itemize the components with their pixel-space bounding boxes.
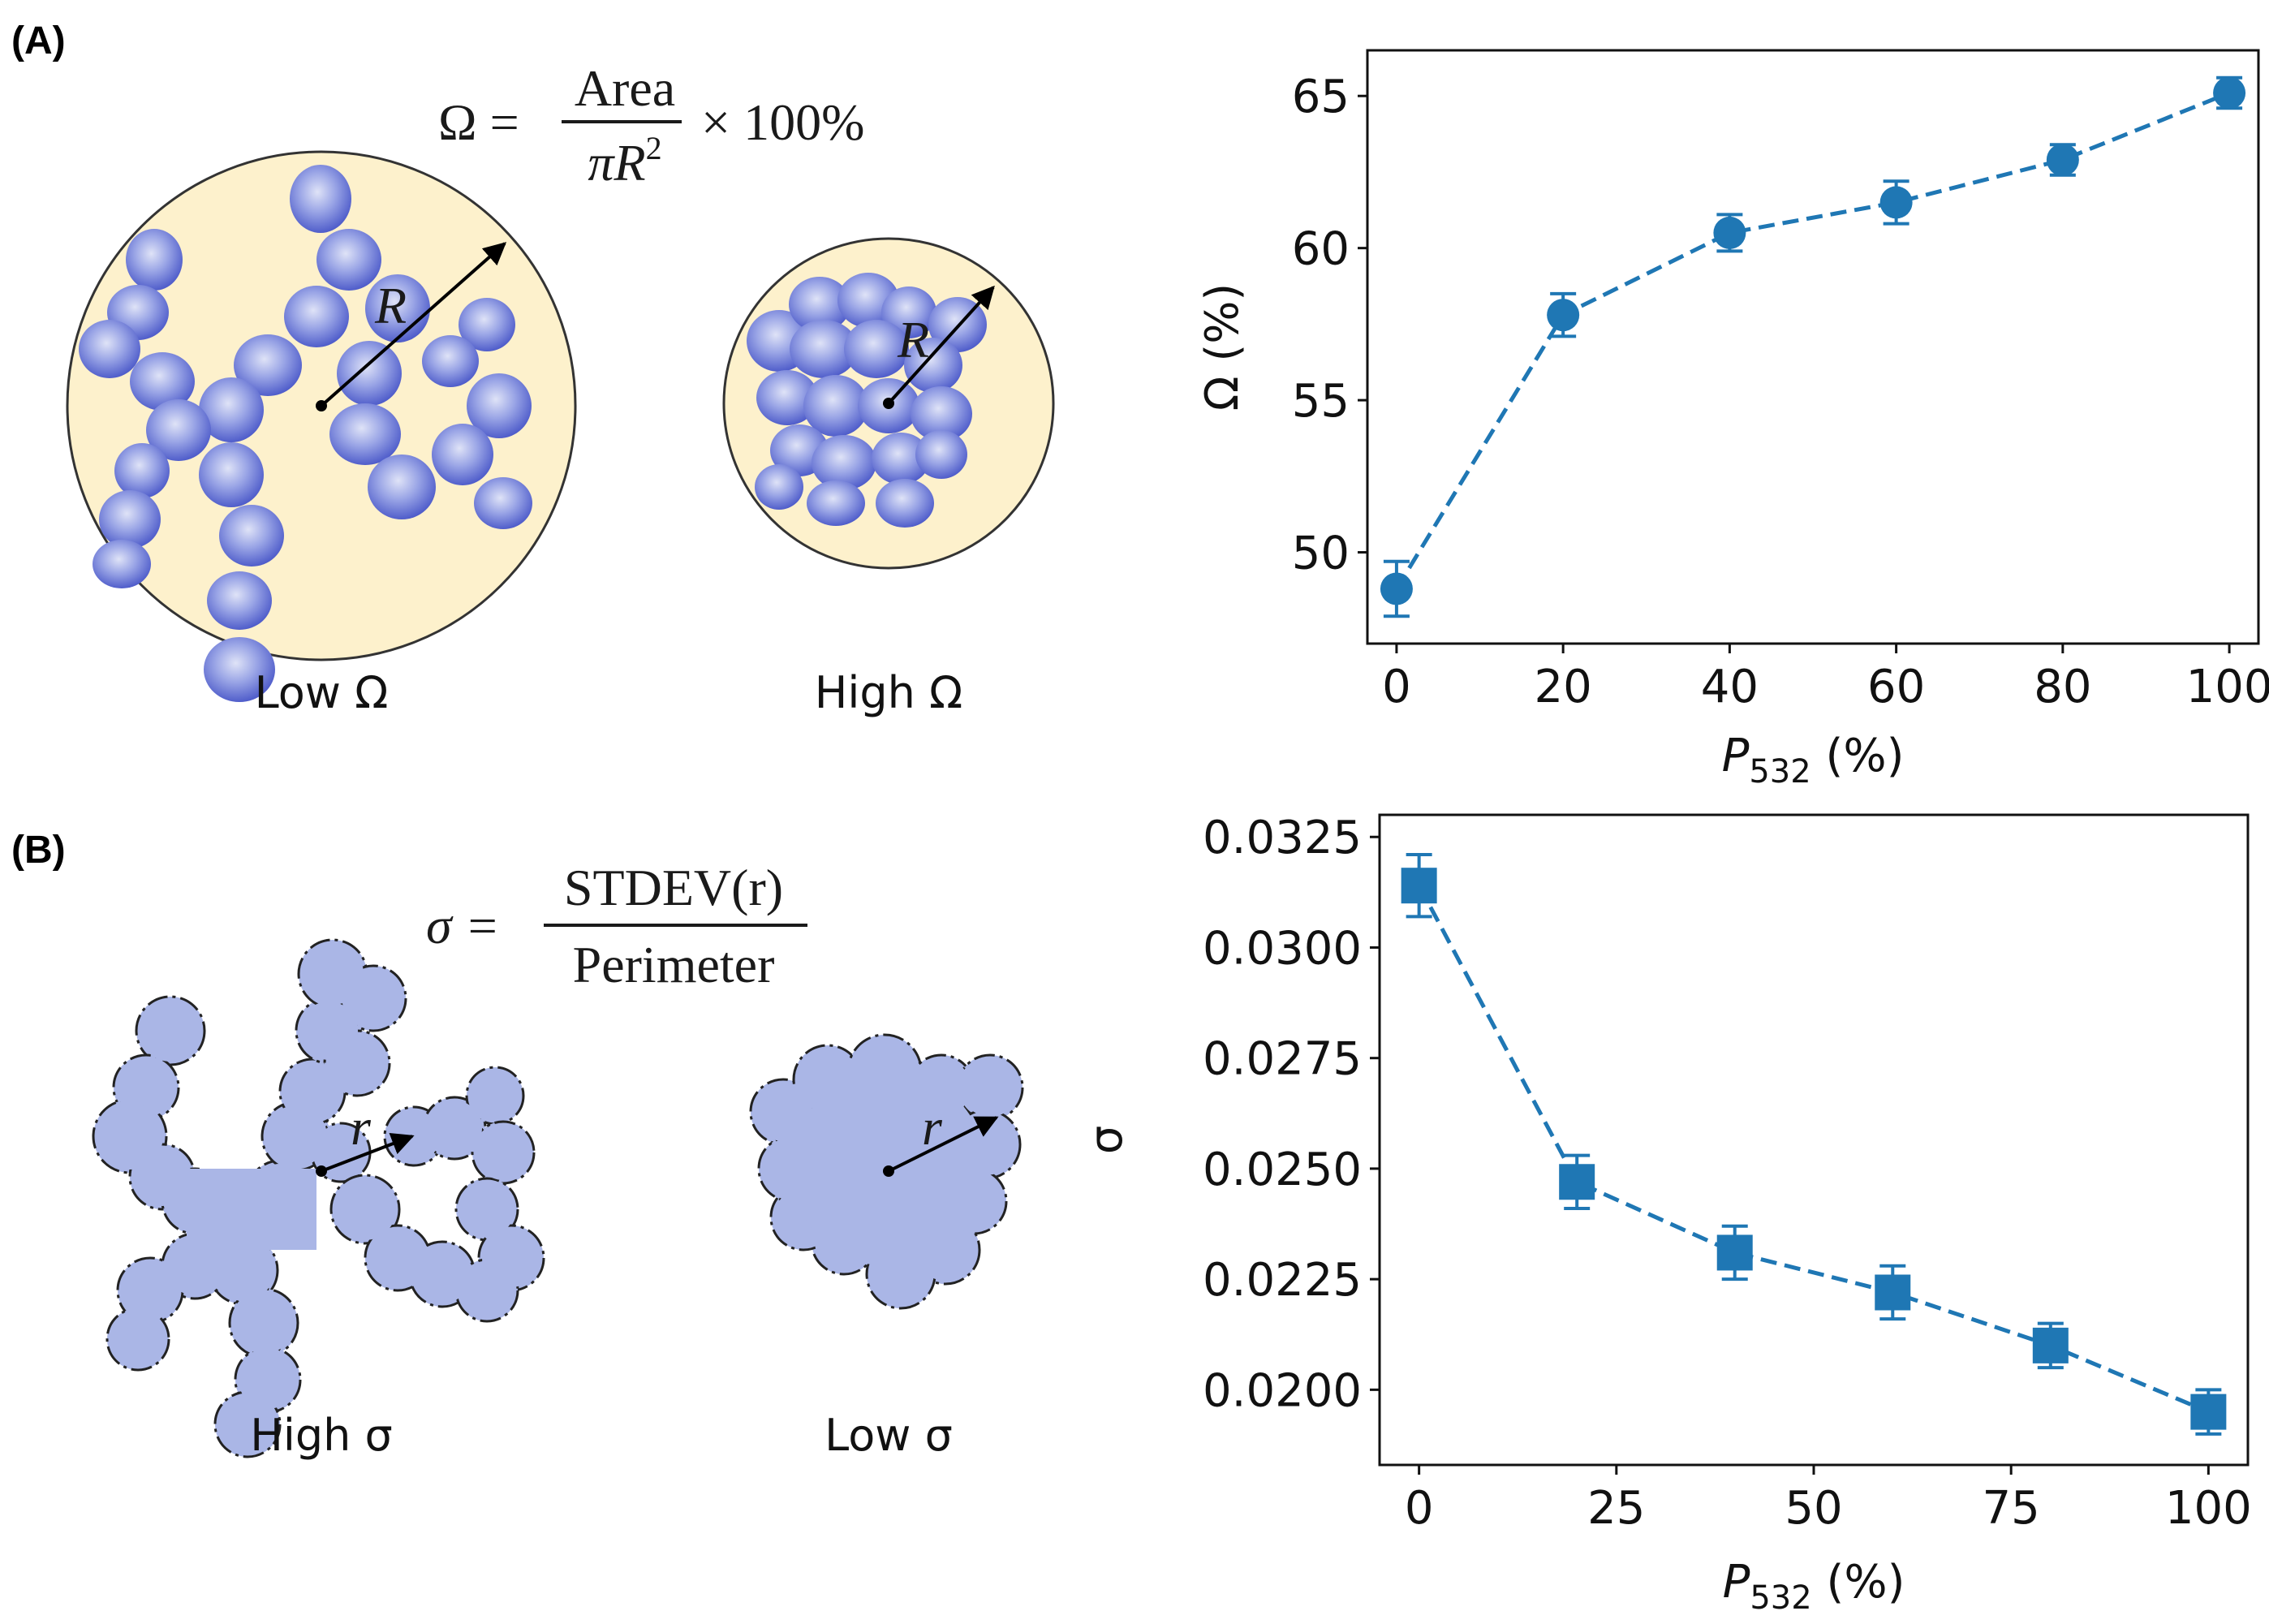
sigma-x-tick-label: 100 xyxy=(2165,1482,2252,1535)
omega-data-point xyxy=(1713,216,1746,249)
omega-x-axis-label-sub: 532 xyxy=(1749,753,1810,790)
omega-y-axis-label: Ω (%) xyxy=(1196,283,1249,411)
omega-x-tick-label: 20 xyxy=(1535,661,1592,713)
omega-data-point xyxy=(1547,299,1580,332)
omega-formula-lhs: Ω = xyxy=(438,93,519,151)
sigma-formula-lhs: σ = xyxy=(426,897,500,954)
sigma-formula-numerator: STDEV(r) xyxy=(564,859,783,916)
omega-x-tick-label: 0 xyxy=(1382,661,1411,713)
high-sigma-center-dot xyxy=(316,1165,327,1177)
low-omega-illustration: R Low Ω xyxy=(66,150,577,718)
sigma-axes-frame xyxy=(1378,813,2250,1467)
low-sigma-caption: Low σ xyxy=(825,1410,953,1461)
high-omega-caption: High Ω xyxy=(815,667,963,718)
high-sigma-cluster-fill xyxy=(97,943,540,1454)
sigma-y-tick-label: 0.0250 xyxy=(1203,1144,1362,1196)
sigma-y-tick-label: 0.0325 xyxy=(1203,812,1362,864)
omega-series-line xyxy=(1394,91,2231,590)
low-sigma-illustration: r Low σ xyxy=(749,1033,1024,1461)
omega-x-tick-label: 80 xyxy=(2034,661,2091,713)
high-sigma-radius-arrow xyxy=(321,1132,415,1173)
omega-formula-denominator: πR2 xyxy=(588,130,661,192)
low-sigma-cluster-fill xyxy=(754,1038,1019,1305)
omega-denominator-base: πR xyxy=(588,134,645,192)
sigma-data-point xyxy=(1875,1274,1911,1311)
omega-y-tick-label: 60 xyxy=(1292,223,1350,276)
sigma-x-tick-label: 0 xyxy=(1405,1482,1434,1535)
omega-y-tick-label: 50 xyxy=(1292,528,1350,580)
sigma-data-point xyxy=(2190,1394,2227,1430)
sigma-y-tick-label: 0.0225 xyxy=(1203,1254,1362,1307)
high-sigma-caption: High σ xyxy=(250,1410,393,1461)
sigma-y-axis-label: σ xyxy=(1080,1126,1133,1155)
omega-x-axis-label: P532 (%) xyxy=(1722,730,1905,790)
omega-formula: Ω = Area πR2 × 100% xyxy=(438,59,864,192)
omega-data-point xyxy=(2213,76,2246,110)
high-sigma-illustration: r High σ xyxy=(92,938,545,1461)
high-sigma-radius-label: r xyxy=(351,1098,372,1156)
omega-x-tick-label: 100 xyxy=(2186,661,2269,713)
omega-data-point xyxy=(1380,572,1413,605)
sigma-formula: σ = STDEV(r) Perimeter xyxy=(426,859,807,993)
panel-label-a: (A) xyxy=(11,19,66,62)
sigma-x-tick-label: 25 xyxy=(1587,1482,1645,1535)
omega-x-tick-label: 60 xyxy=(1867,661,1925,713)
omega-data-point xyxy=(1879,186,1913,219)
omega-data-point xyxy=(2046,143,2079,176)
low-omega-radius-arrow xyxy=(320,242,507,407)
sigma-x-tick-label: 75 xyxy=(1983,1482,2040,1535)
sigma-x-axis-label-sub: 532 xyxy=(1750,1579,1811,1617)
omega-formula-rhs: × 100% xyxy=(701,93,864,151)
omega-formula-numerator: Area xyxy=(575,59,675,117)
low-omega-center-dot xyxy=(316,400,327,411)
sigma-y-tick-label: 0.0200 xyxy=(1203,1364,1362,1417)
low-sigma-radius-arrow xyxy=(888,1116,999,1173)
omega-x-axis-label-unit: (%) xyxy=(1811,730,1905,782)
sigma-chart: 0 25 50 75 100 0.0200 0.0225 0.0250 0.0275 0.0300… xyxy=(1080,812,2252,1617)
low-sigma-center-dot xyxy=(883,1165,894,1177)
sigma-x-axis-label-unit: (%) xyxy=(1812,1556,1905,1609)
sigma-data-point xyxy=(1401,868,1437,904)
omega-x-axis-label-main: P xyxy=(1722,730,1750,782)
low-omega-blobs xyxy=(79,165,532,702)
high-omega-illustration: R High Ω xyxy=(722,237,1055,718)
omega-y-tick-label: 65 xyxy=(1292,71,1350,123)
low-omega-caption: Low Ω xyxy=(255,667,389,718)
sigma-data-point xyxy=(1716,1234,1753,1271)
sigma-data-point xyxy=(1559,1164,1595,1200)
sigma-x-axis-label-main: P xyxy=(1723,1556,1750,1609)
sigma-data-point xyxy=(2032,1327,2069,1363)
low-omega-radius-label: R xyxy=(374,277,407,334)
omega-y-tick-label: 55 xyxy=(1292,375,1350,428)
high-omega-center-dot xyxy=(883,398,894,409)
sigma-y-tick-label: 0.0275 xyxy=(1203,1033,1362,1086)
sigma-x-axis-label: P532 (%) xyxy=(1723,1556,1905,1617)
panel-label-b: (B) xyxy=(11,829,66,872)
high-omega-radius-label: R xyxy=(897,311,929,368)
omega-axes-frame xyxy=(1366,49,2260,645)
omega-x-tick-label: 40 xyxy=(1701,661,1759,713)
sigma-formula-denominator: Perimeter xyxy=(573,936,775,993)
high-omega-radius-arrow xyxy=(887,285,995,405)
low-sigma-radius-label: r xyxy=(922,1098,943,1156)
omega-chart: 0 20 40 60 80 100 50 55 60 65 P532 (%) Ω (%) xyxy=(1196,49,2269,790)
sigma-x-tick-label: 50 xyxy=(1785,1482,1842,1535)
omega-denominator-exp: 2 xyxy=(646,130,662,166)
sigma-y-tick-label: 0.0300 xyxy=(1203,922,1362,975)
sigma-series-line xyxy=(1417,885,2210,1414)
